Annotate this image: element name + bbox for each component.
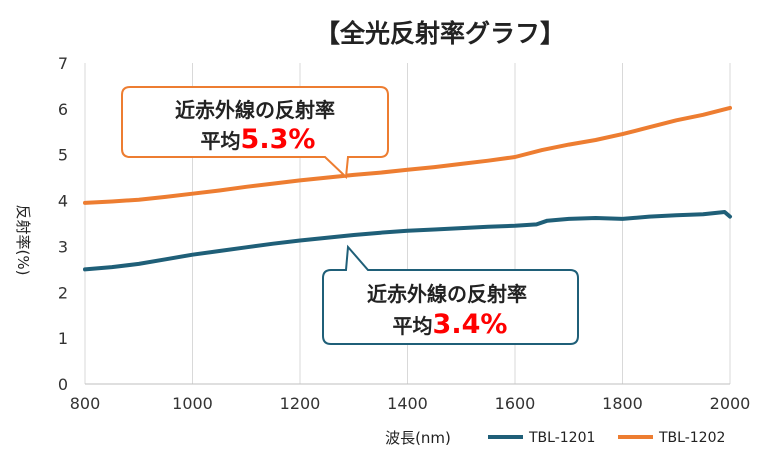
- callout-heading: 近赤外線の反射率: [175, 98, 335, 122]
- y-tick-label: 3: [58, 237, 68, 256]
- y-tick-label: 0: [58, 375, 68, 394]
- y-tick-label: 5: [58, 146, 68, 165]
- x-tick-label: 1400: [387, 394, 428, 413]
- x-tick-label: 800: [70, 394, 101, 413]
- series-line-tbl-1202: [83, 105, 732, 205]
- legend-label-tbl-1201: TBL-1201: [528, 430, 595, 446]
- callout-average: 平均5.3%: [201, 124, 316, 155]
- x-tick-label: 2000: [710, 394, 751, 413]
- callout-heading: 近赤外線の反射率: [367, 282, 527, 306]
- x-tick-label: 1600: [495, 394, 536, 413]
- y-tick-labels: 0 1 2 3 4 5 6 7: [58, 54, 68, 394]
- series-line-tbl-1201: [83, 210, 732, 272]
- series-lines: [83, 105, 732, 272]
- x-tick-label: 1200: [280, 394, 321, 413]
- callout-tbl-1201: 近赤外線の反射率 平均3.4%: [322, 244, 579, 345]
- y-tick-label: 7: [58, 54, 68, 73]
- x-tick-labels: 800 1000 1200 1400 1600 1800 2000: [70, 394, 751, 413]
- x-tick-label: 1000: [172, 394, 213, 413]
- callout-average-value: 3.4%: [433, 309, 508, 340]
- y-tick-label: 2: [58, 283, 68, 302]
- y-tick-label: 4: [58, 192, 68, 211]
- callout-box-tbl-1202: [121, 86, 389, 180]
- y-tick-label: 6: [58, 100, 68, 119]
- callout-average-value: 5.3%: [241, 124, 316, 155]
- callout-average-prefix: 平均: [393, 314, 433, 338]
- legend: TBL-1201 TBL-1202: [488, 430, 725, 446]
- chart-title: 【全光反射率グラフ】: [315, 19, 565, 48]
- x-axis-label: 波長(nm): [385, 429, 451, 447]
- legend-label-tbl-1202: TBL-1202: [658, 430, 725, 446]
- y-axis-label: 反射率(%): [14, 205, 32, 276]
- callout-average: 平均3.4%: [393, 309, 508, 340]
- x-tick-label: 1800: [602, 394, 643, 413]
- y-tick-label: 1: [58, 329, 68, 348]
- callout-average-prefix: 平均: [201, 129, 241, 153]
- callout-box-tbl-1201: [322, 244, 579, 345]
- callout-tbl-1202: 近赤外線の反射率 平均5.3%: [121, 86, 389, 180]
